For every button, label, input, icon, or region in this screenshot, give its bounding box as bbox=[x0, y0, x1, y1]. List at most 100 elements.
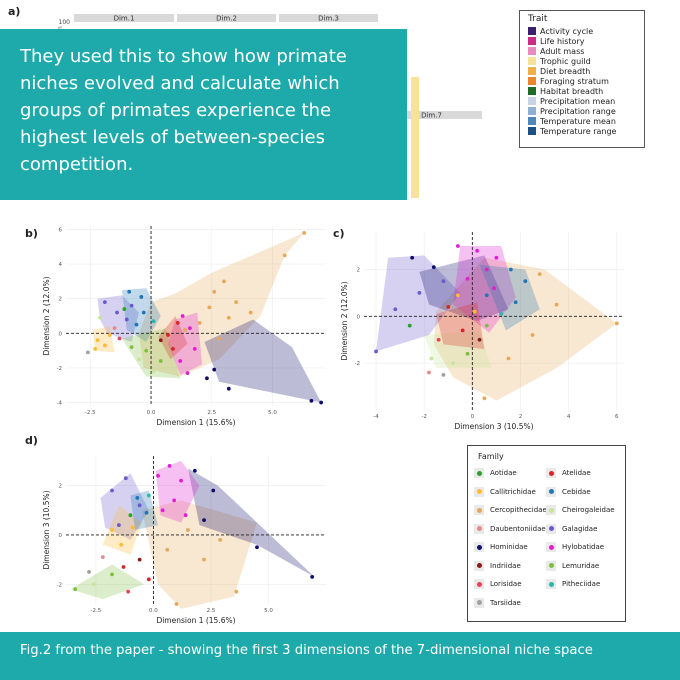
y-tick-label: 2 bbox=[59, 484, 63, 490]
trait-legend-label: Foraging stratum bbox=[540, 76, 609, 86]
point-cheirogaleidae bbox=[151, 369, 156, 374]
point-galagidae bbox=[374, 349, 378, 354]
y-axis-label-fragment: n bbox=[57, 26, 64, 30]
point-cercopithecidae bbox=[212, 289, 217, 294]
figure-caption: Fig.2 from the paper - showing the first… bbox=[0, 632, 680, 680]
point-hylobatidae bbox=[188, 326, 192, 331]
point-cercopithecidae bbox=[482, 396, 487, 401]
family-dot-icon bbox=[476, 600, 482, 606]
trait-legend-item: Trophic guild bbox=[528, 56, 644, 66]
trait-legend: Trait Activity cycle Life history Adult ma… bbox=[519, 10, 645, 148]
family-legend-label: Pitheciidae bbox=[562, 580, 601, 589]
point-atelidae bbox=[121, 565, 126, 569]
family-legend-label: Indriidae bbox=[490, 561, 521, 570]
point-daubentoniidae bbox=[100, 555, 105, 560]
point-callitrichidae bbox=[110, 528, 114, 532]
trait-swatch bbox=[528, 67, 536, 75]
trait-swatch bbox=[528, 107, 536, 115]
family-dot-icon bbox=[476, 563, 482, 569]
trait-swatch bbox=[528, 47, 536, 55]
x-tick-label: 0 bbox=[471, 414, 475, 420]
point-cercopithecidae bbox=[197, 321, 202, 325]
trait-legend-label: Adult mass bbox=[540, 46, 585, 56]
trait-legend-item: Activity cycle bbox=[528, 26, 644, 36]
hull-galagidae bbox=[376, 255, 461, 352]
x-tick-label: 5.0 bbox=[264, 608, 273, 614]
family-dot-icon bbox=[476, 489, 482, 495]
trait-legend-label: Life history bbox=[540, 36, 585, 46]
trait-swatch bbox=[528, 27, 536, 35]
family-dot-icon bbox=[476, 581, 482, 587]
point-pitheciidae bbox=[499, 312, 504, 316]
point-daubentoniidae bbox=[112, 326, 117, 331]
trait-legend-label: Trophic guild bbox=[540, 56, 591, 66]
plot-area bbox=[66, 456, 326, 604]
point-galagidae bbox=[129, 303, 134, 308]
hull-cercopithecidae bbox=[141, 500, 257, 609]
point-hominidae bbox=[205, 376, 209, 381]
family-legend-label: Lemuridae bbox=[562, 561, 600, 570]
trait-legend-item: Habitat breadth bbox=[528, 86, 644, 96]
family-legend-label: Daubentoniidae bbox=[490, 524, 546, 533]
point-hylobatidae bbox=[185, 371, 190, 376]
point-cheirogaleidae bbox=[91, 582, 96, 587]
trait-swatch bbox=[528, 87, 536, 95]
y-tick-label: 2 bbox=[59, 297, 63, 303]
family-legend-item: Pitheciidae bbox=[546, 575, 618, 594]
point-tarsiidae bbox=[441, 372, 446, 377]
point-cercopithecidae bbox=[165, 547, 170, 552]
point-indriidae bbox=[477, 337, 482, 342]
family-key bbox=[474, 468, 484, 479]
y-tick-label: -2 bbox=[57, 582, 62, 588]
point-cercopithecidae bbox=[554, 302, 559, 307]
point-lemuridae bbox=[144, 348, 149, 353]
point-galagidae bbox=[102, 300, 107, 305]
x-tick-label: 5.0 bbox=[268, 410, 277, 416]
family-dot-icon bbox=[548, 489, 554, 495]
scatter-dim1-dim3: -2.5 0.0 2.5 5.0 -2 0 2 Dimension 1 (15.6%) Dime… bbox=[42, 456, 326, 625]
point-lemuridae bbox=[158, 359, 163, 363]
x-tick-label: 2.5 bbox=[207, 410, 216, 416]
facet-label: Dim.2 bbox=[216, 15, 237, 23]
family-legend-item: Daubentoniidae bbox=[474, 520, 546, 539]
point-hominidae bbox=[255, 545, 259, 550]
family-legend-label: Tarsiidae bbox=[490, 598, 521, 607]
trait-legend-item: Adult mass bbox=[528, 46, 644, 56]
trait-legend-item: Life history bbox=[528, 36, 644, 46]
x-tick-label: 6 bbox=[615, 414, 619, 420]
family-legend-item: Galagidae bbox=[546, 520, 618, 539]
trait-legend-label: Precipitation range bbox=[540, 106, 616, 116]
point-atelidae bbox=[460, 328, 465, 333]
y-tick-label: 6 bbox=[59, 227, 63, 233]
point-hylobatidae bbox=[465, 276, 470, 281]
point-cercopithecidae bbox=[282, 253, 287, 258]
y-tick-label: 0 bbox=[59, 533, 63, 539]
point-tarsiidae bbox=[87, 570, 91, 574]
trait-legend-title: Trait bbox=[528, 14, 548, 24]
x-tick-label: -4 bbox=[373, 414, 379, 420]
point-galagidae bbox=[124, 317, 129, 322]
point-aotidae bbox=[407, 323, 412, 328]
family-legend-item: Hylobatidae bbox=[546, 538, 618, 557]
hull-hylobatidae bbox=[168, 312, 203, 375]
family-key bbox=[546, 579, 556, 590]
hull-cebidae bbox=[130, 490, 159, 530]
point-galagidae bbox=[123, 476, 128, 481]
point-hylobatidae bbox=[172, 498, 177, 503]
point-atelidae bbox=[175, 321, 180, 325]
family-dot-icon bbox=[548, 544, 554, 550]
family-legend-label: Lorisidae bbox=[490, 580, 522, 589]
trait-swatch bbox=[528, 37, 536, 45]
x-tick-label: -2.5 bbox=[91, 608, 102, 614]
point-hylobatidae bbox=[494, 255, 499, 260]
family-legend-item: Atelidae bbox=[546, 464, 618, 483]
family-legend-item: Cheirogaleidae bbox=[546, 501, 618, 520]
family-legend-label: Aotidae bbox=[490, 469, 517, 478]
trait-legend-label: Habitat breadth bbox=[540, 86, 604, 96]
point-cercopithecidae bbox=[174, 602, 179, 606]
point-callitrichidae bbox=[102, 343, 107, 348]
family-key bbox=[474, 542, 484, 553]
point-hominidae bbox=[431, 265, 436, 270]
point-hylobatidae bbox=[180, 314, 185, 318]
point-callitrichidae bbox=[472, 309, 477, 314]
